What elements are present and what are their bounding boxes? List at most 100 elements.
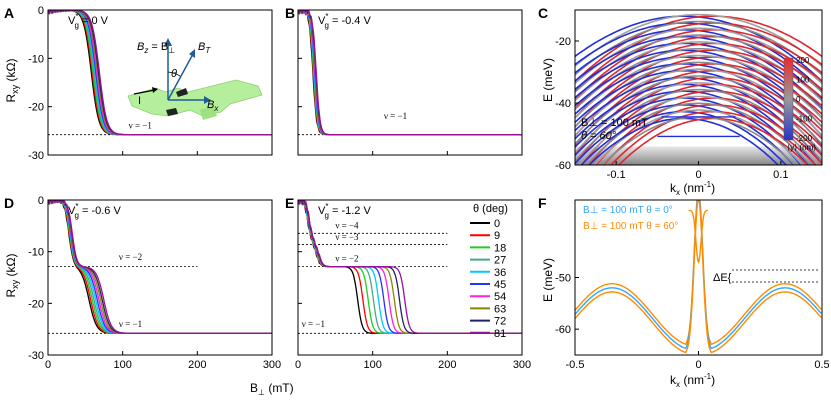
curve-e-theta-1 bbox=[298, 200, 522, 334]
theta-arc bbox=[167, 71, 181, 77]
legend-f-theta0: B⊥ = 100 mT θ = 0° bbox=[583, 205, 673, 216]
xtick-label-c-0: 0 bbox=[695, 169, 701, 181]
legend-title: θ (deg) bbox=[473, 203, 508, 215]
curves-b bbox=[298, 10, 522, 136]
ytick-label-c--20: -20 bbox=[555, 36, 571, 48]
curve-a-theta-9 bbox=[48, 10, 272, 136]
legend-label-9: 9 bbox=[494, 230, 500, 242]
panel-b: B ν = −1 V* g = -0.4 V bbox=[285, 5, 523, 156]
curve-e-theta-9 bbox=[298, 200, 522, 334]
curve-e-theta-4 bbox=[298, 200, 522, 334]
bx-arrowhead bbox=[204, 96, 211, 104]
ylabel-d: Rxy (kΩ) bbox=[4, 254, 20, 298]
landau-level-right-0 bbox=[575, 15, 822, 83]
bz-arrowhead bbox=[164, 38, 172, 46]
panel-label-c: C bbox=[538, 5, 548, 21]
axes-c: -0.1 0 0.1 -20 -40 -60 bbox=[555, 36, 788, 181]
hall-bar-contact-2 bbox=[176, 88, 188, 97]
curve-b-theta-3 bbox=[298, 10, 522, 136]
ann-sub: g bbox=[324, 21, 328, 30]
landau-level-bulk-0 bbox=[575, 13, 822, 68]
colorbar-tick--100: -100 bbox=[796, 115, 813, 124]
legend-label-81: 81 bbox=[494, 328, 506, 340]
legend-label-45: 45 bbox=[494, 279, 506, 291]
colorbar-gradient bbox=[783, 57, 794, 141]
legend-label-63: 63 bbox=[494, 303, 506, 315]
ylabel-unit: (kΩ) bbox=[4, 59, 18, 85]
ylabel-c: E (meV) bbox=[541, 58, 555, 102]
ytick-label-c--40: -40 bbox=[555, 98, 571, 110]
ylabel-sub: xy bbox=[10, 84, 20, 94]
panel-label-a: A bbox=[4, 5, 14, 21]
curve-e-theta-5 bbox=[298, 200, 522, 334]
nu-label-b-0: ν = −1 bbox=[384, 111, 407, 121]
inset-theta-label: θ bbox=[171, 68, 177, 80]
ytick-label-a--20: -20 bbox=[28, 102, 44, 114]
ann-rest: = -1.2 V bbox=[329, 205, 372, 217]
plot-d: ν = −2 ν = −1 0 100 200 300 0 -10 -20 -30 V* g = -0… bbox=[4, 195, 281, 371]
device-inset: Bz = B⊥ BT θ Bx I bbox=[127, 38, 263, 120]
nu-label-e-1: ν = −3 bbox=[335, 232, 359, 242]
curve-e-theta-7 bbox=[298, 200, 522, 334]
ytick-label-f--60: -60 bbox=[555, 324, 571, 336]
ytick-label-d--10: -10 bbox=[28, 247, 44, 259]
ann-main: V bbox=[68, 15, 76, 27]
xtick-label-e-200: 200 bbox=[438, 359, 456, 371]
xlabel-f: kx (nm-1) bbox=[670, 372, 715, 389]
gate-voltage-a: V* g = 0 V bbox=[68, 12, 109, 30]
dispersion-upper-branch bbox=[688, 209, 708, 264]
nu-label-d-0: ν = −2 bbox=[119, 252, 142, 262]
ylabel-sub: xy bbox=[10, 279, 20, 289]
shared-xlabel: B⊥ (mT) bbox=[250, 381, 294, 397]
ann-sub: g bbox=[74, 21, 78, 30]
xtick-label-c-0.1: 0.1 bbox=[773, 169, 788, 181]
gap-label: ΔE{ bbox=[713, 272, 732, 284]
hall-bar-contact-3 bbox=[166, 108, 178, 116]
colorbar-label: ⟨y⟩ (nm) bbox=[787, 143, 816, 152]
ann-sup: * bbox=[325, 12, 328, 21]
landau-level-right-2 bbox=[575, 28, 822, 101]
legend-label-27: 27 bbox=[494, 255, 506, 267]
landau-level-right-1 bbox=[575, 22, 822, 92]
ytick-label-d--20: -20 bbox=[28, 298, 44, 310]
curve-e-theta-3 bbox=[298, 200, 522, 334]
ann-main: V bbox=[68, 205, 76, 217]
xtick-label-d-100: 100 bbox=[113, 359, 131, 371]
dispersion-theta60-lower bbox=[575, 200, 822, 354]
ylabel-unit: (kΩ) bbox=[4, 254, 18, 280]
ytick-label-d-0: 0 bbox=[38, 195, 44, 207]
legend-label-0: 0 bbox=[494, 218, 500, 230]
plot-frame-d bbox=[47, 199, 273, 356]
legend-label-72: 72 bbox=[494, 316, 506, 328]
inset-bt-label: BT bbox=[198, 41, 211, 55]
inset-bz-label: Bz = B⊥ bbox=[137, 41, 175, 55]
xtick-label-e-100: 100 bbox=[363, 359, 381, 371]
current-arrowhead bbox=[152, 87, 158, 93]
ytick-label-a--10: -10 bbox=[28, 53, 44, 65]
inset-current-label: I bbox=[138, 95, 141, 107]
nu-label-d-1: ν = −1 bbox=[119, 319, 142, 329]
ann-rest: = -0.6 V bbox=[79, 205, 122, 217]
band-angle-label: θ = 60° bbox=[581, 130, 617, 142]
inset-bx-label: Bx bbox=[207, 99, 219, 113]
ytick-label-d--30: -30 bbox=[28, 350, 44, 362]
xtick-label-d-0: 0 bbox=[45, 359, 51, 371]
plot-frame-e bbox=[297, 199, 523, 356]
curves-a bbox=[48, 10, 272, 136]
panel-label-e: E bbox=[285, 195, 294, 211]
ylabel-a: Rxy (kΩ) bbox=[4, 59, 20, 103]
panel-e: E ν = −4 ν = −3 ν = −2 ν = −1 0 100 200 300 V* g … bbox=[285, 195, 531, 371]
ann-sub: g bbox=[74, 211, 78, 220]
panel-label-b: B bbox=[285, 5, 295, 21]
bt-arrowhead bbox=[189, 49, 195, 58]
plot-a: ν = −1 0 -10 -20 -30 V* g = 0 V Rxy (kΩ) bbox=[4, 5, 273, 162]
dispersion-f bbox=[575, 200, 822, 354]
legend-f-theta60: B⊥ = 100 mT θ = 60° bbox=[583, 221, 678, 232]
colorbar-tick-200: 200 bbox=[796, 56, 810, 65]
hall-bar-contact bbox=[200, 106, 217, 120]
nu-label-e-0: ν = −4 bbox=[335, 220, 359, 230]
ann-main: V bbox=[318, 205, 326, 217]
nu-label-e-3: ν = −1 bbox=[302, 319, 325, 329]
ann-main: V bbox=[318, 15, 326, 27]
gate-voltage-d: V* g = -0.6 V bbox=[68, 202, 121, 220]
